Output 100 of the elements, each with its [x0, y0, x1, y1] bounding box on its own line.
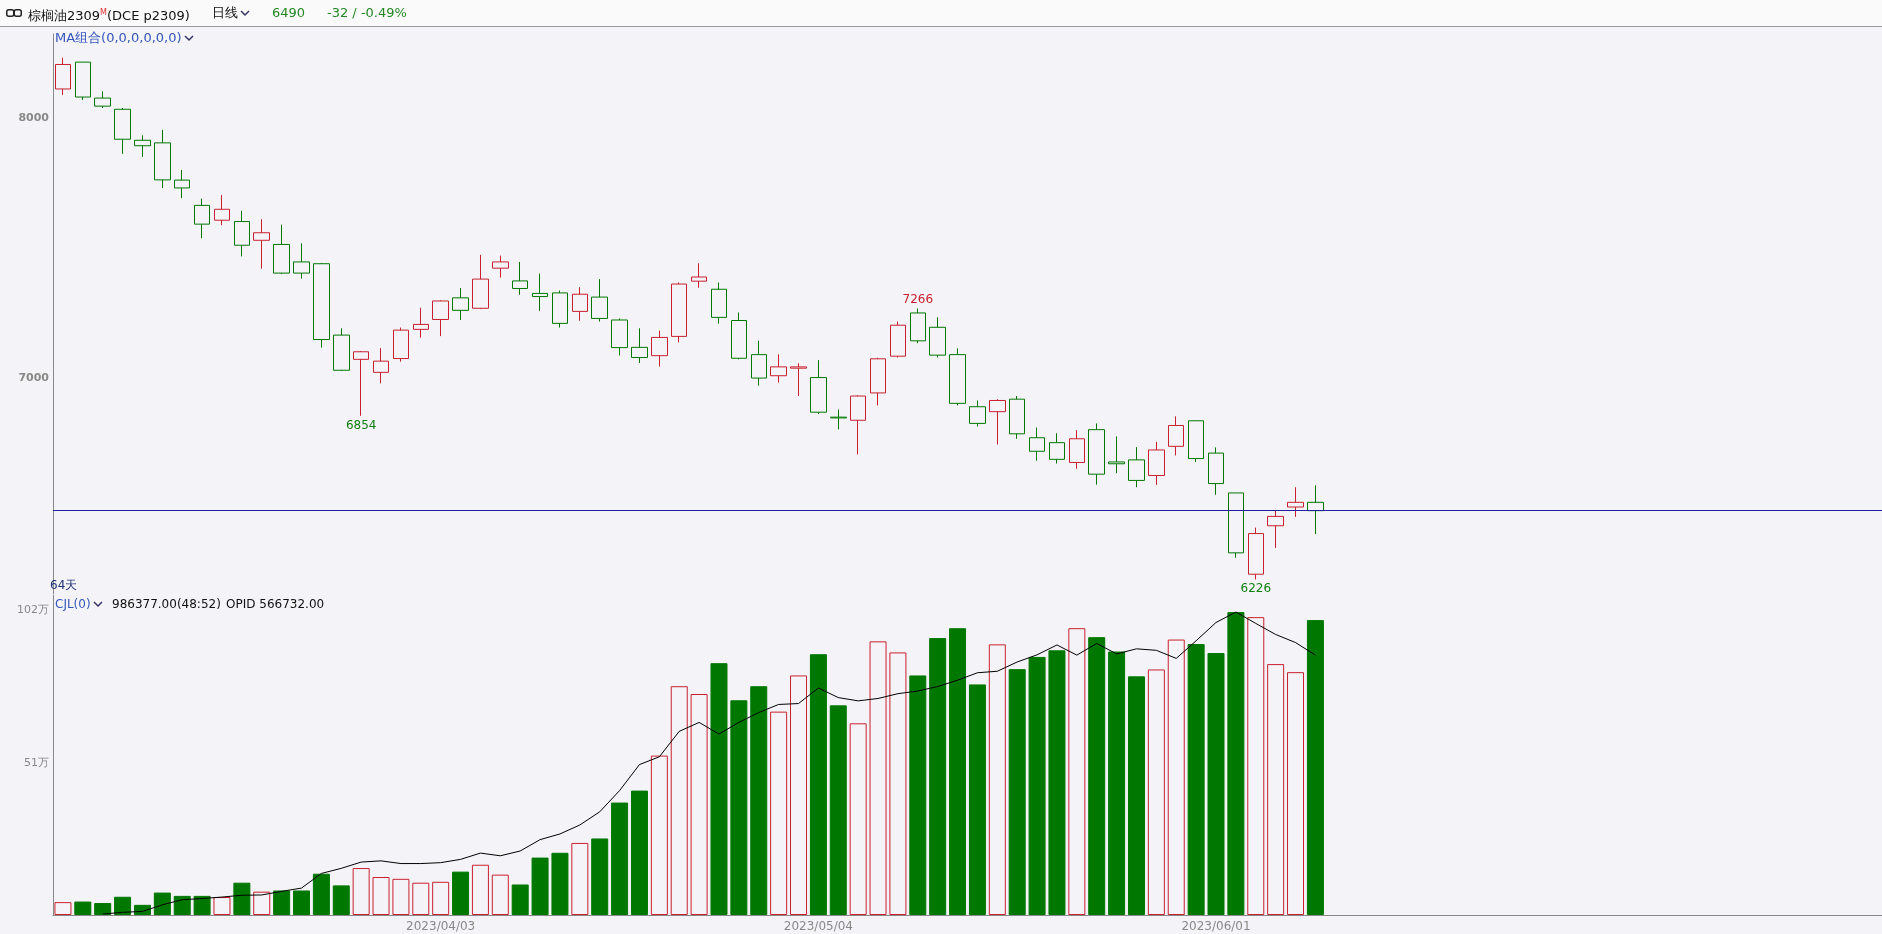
bar — [511, 884, 529, 915]
candlestick — [1307, 484, 1324, 535]
annotation: CJL(0) — [55, 597, 92, 611]
bar — [1267, 664, 1285, 915]
candlestick — [890, 321, 906, 358]
bar — [352, 868, 370, 915]
candlestick — [1049, 432, 1065, 465]
y-tick-label: 8000 — [18, 110, 50, 124]
bar — [213, 897, 231, 915]
candlestick — [492, 255, 509, 279]
bar — [471, 864, 489, 915]
bar — [1108, 651, 1126, 915]
bar — [1008, 669, 1026, 915]
bar — [312, 873, 330, 915]
candlestick — [989, 398, 1006, 445]
bar — [889, 652, 907, 915]
text: 6490 — [272, 4, 306, 22]
candlestick — [1287, 486, 1304, 518]
bar — [650, 755, 668, 915]
bar — [750, 686, 768, 915]
candlestick — [393, 327, 409, 363]
bar — [591, 838, 609, 915]
candlestick — [1128, 446, 1145, 488]
bar — [1306, 620, 1324, 915]
candlestick — [572, 286, 588, 322]
bar — [173, 895, 191, 915]
bar — [412, 882, 430, 915]
candlestick — [929, 316, 946, 358]
bar — [1187, 644, 1205, 915]
candlestick — [870, 357, 886, 406]
bar — [988, 644, 1006, 915]
bar — [332, 885, 350, 915]
x-tick-label: 2023/06/01 — [1181, 919, 1251, 933]
candlestick — [949, 347, 966, 406]
candlestick — [1088, 422, 1105, 486]
y-tick-label: 51万 — [24, 755, 49, 769]
candlestick — [432, 299, 449, 337]
candlestick — [114, 107, 131, 155]
bar — [94, 903, 112, 915]
annotation: 7266 — [902, 291, 934, 306]
candlestick — [532, 273, 548, 312]
candlestick — [711, 281, 727, 325]
annotation: OPID 566732.00 — [226, 597, 325, 611]
candlestick — [850, 394, 866, 455]
candlestick — [75, 61, 91, 101]
bar — [392, 878, 410, 915]
text: -32 / -0.49% — [327, 4, 407, 22]
bar — [1127, 676, 1145, 915]
bar — [74, 901, 92, 915]
text: 日线 — [212, 4, 239, 22]
bar — [968, 684, 986, 915]
bar — [1028, 656, 1046, 915]
candlestick — [1228, 492, 1244, 559]
candlestick — [810, 359, 827, 415]
candlestick — [333, 327, 350, 372]
bar — [233, 882, 251, 915]
candlestick — [751, 340, 767, 387]
bar — [829, 705, 847, 915]
candlestick — [134, 134, 151, 158]
bar — [273, 890, 291, 915]
annotation: 64天 — [50, 578, 78, 592]
bar — [551, 852, 569, 915]
candlestick — [1148, 441, 1165, 486]
bar — [690, 693, 708, 915]
candlestick — [353, 350, 369, 417]
candlestick — [770, 353, 787, 383]
bar — [1048, 650, 1066, 915]
y-tick-label: 7000 — [18, 371, 50, 385]
x-tick-label: 2023/04/03 — [406, 919, 476, 933]
bar — [1147, 669, 1165, 915]
bar — [1287, 672, 1305, 915]
chart-title: 棕榈油2309$^{M}$(DCE p2309) — [28, 7, 190, 26]
candlestick — [671, 281, 687, 343]
bar — [571, 842, 589, 915]
y-tick-label: 102万 — [17, 603, 49, 617]
candlestick — [969, 399, 986, 428]
candlestick — [452, 287, 469, 321]
candlestick — [313, 262, 330, 349]
candlestick — [413, 307, 429, 339]
bar — [293, 890, 311, 915]
bar — [153, 892, 171, 915]
candlestick — [512, 261, 528, 296]
candlestick — [1208, 446, 1224, 496]
bar — [770, 711, 788, 915]
candlestick — [373, 347, 389, 384]
bar — [1167, 639, 1185, 915]
bar — [790, 675, 808, 915]
bar — [809, 654, 827, 915]
bar — [670, 686, 688, 915]
bar — [630, 790, 648, 915]
candlestick — [1009, 395, 1025, 440]
candlestick — [691, 262, 707, 289]
candlestick — [1168, 415, 1184, 456]
bar — [1068, 628, 1086, 915]
candlestick — [731, 311, 747, 360]
bar — [869, 641, 887, 915]
candlestick — [1069, 429, 1085, 470]
candlestick — [154, 129, 171, 189]
bar — [432, 881, 450, 915]
bar — [909, 675, 927, 915]
